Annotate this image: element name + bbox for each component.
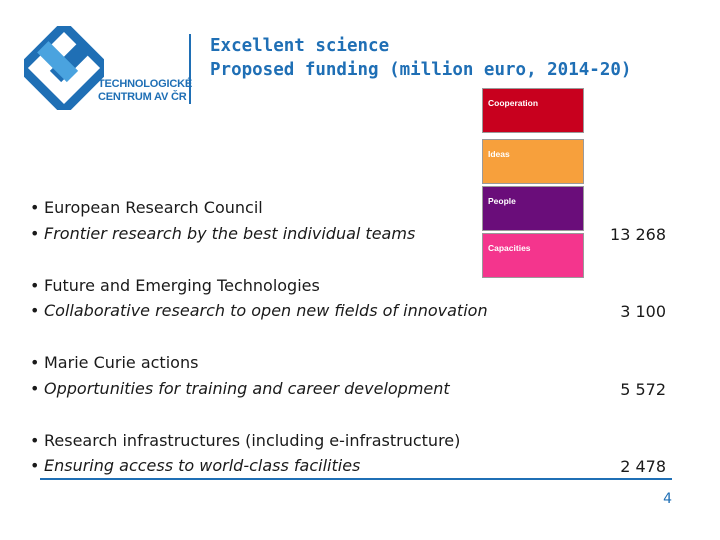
- item-amount: 3 100: [620, 302, 666, 321]
- list-item: • Ensuring access to world-class faciliti…: [30, 453, 360, 479]
- item-amount: 5 572: [620, 380, 666, 399]
- header-divider: [189, 34, 191, 104]
- item-subtitle: Ensuring access to world-class facilitie…: [44, 456, 361, 475]
- logo-line-2: CENTRUM AV ČR: [98, 91, 187, 103]
- list-item: • Frontier research by the best individua…: [30, 221, 415, 247]
- bullet: •: [30, 224, 40, 243]
- legend-label-cooperation: Cooperation: [488, 98, 539, 108]
- item-title: Research infrastructures (including e-in…: [44, 431, 461, 450]
- logo-line-1: TECHNOLOGICKÉ: [98, 78, 192, 90]
- item-amount: 13 268: [610, 225, 666, 244]
- list-item: • European Research Council: [30, 195, 263, 221]
- bullet: •: [30, 353, 40, 372]
- item-amount: 2 478: [620, 457, 666, 476]
- title-line-1: Excellent science: [210, 36, 390, 56]
- page-number: 4: [663, 491, 672, 507]
- bullet: •: [30, 276, 40, 295]
- item-subtitle: Opportunities for training and career de…: [44, 379, 450, 398]
- legend-box-ideas: Ideas: [482, 139, 584, 184]
- bullet: •: [30, 431, 40, 450]
- list-item: • Opportunities for training and career d…: [30, 376, 450, 402]
- legend-label-ideas: Ideas: [488, 149, 510, 159]
- list-item: • Future and Emerging Technologies: [30, 273, 320, 299]
- logo-text: TECHNOLOGICKÉ CENTRUM AV ČR: [98, 78, 192, 104]
- legend-label-people: People: [488, 196, 516, 206]
- legend-box-cooperation: Cooperation: [482, 88, 584, 133]
- legend-label-capacities: Capacities: [488, 243, 531, 253]
- item-subtitle: Frontier research by the best individual…: [44, 224, 416, 243]
- footer-rule: [40, 478, 672, 480]
- list-item: • Marie Curie actions: [30, 350, 198, 376]
- bullet: •: [30, 379, 40, 398]
- bullet: •: [30, 456, 40, 475]
- item-title: European Research Council: [44, 198, 263, 217]
- item-title: Future and Emerging Technologies: [44, 276, 320, 295]
- item-subtitle: Collaborative research to open new field…: [44, 301, 488, 320]
- legend-box-people: People: [482, 186, 584, 231]
- page-title: Excellent science Proposed funding (mill…: [210, 34, 631, 82]
- title-line-2: Proposed funding (million euro, 2014-20): [210, 60, 632, 80]
- bullet: •: [30, 301, 40, 320]
- list-item: • Research infrastructures (including e-i…: [30, 428, 460, 454]
- legend-box-capacities: Capacities: [482, 233, 584, 278]
- list-item: • Collaborative research to open new fiel…: [30, 298, 488, 324]
- tc-logo-icon: [15, 19, 113, 117]
- bullet: •: [30, 198, 40, 217]
- tc-logo: [15, 19, 184, 117]
- item-title: Marie Curie actions: [44, 353, 199, 372]
